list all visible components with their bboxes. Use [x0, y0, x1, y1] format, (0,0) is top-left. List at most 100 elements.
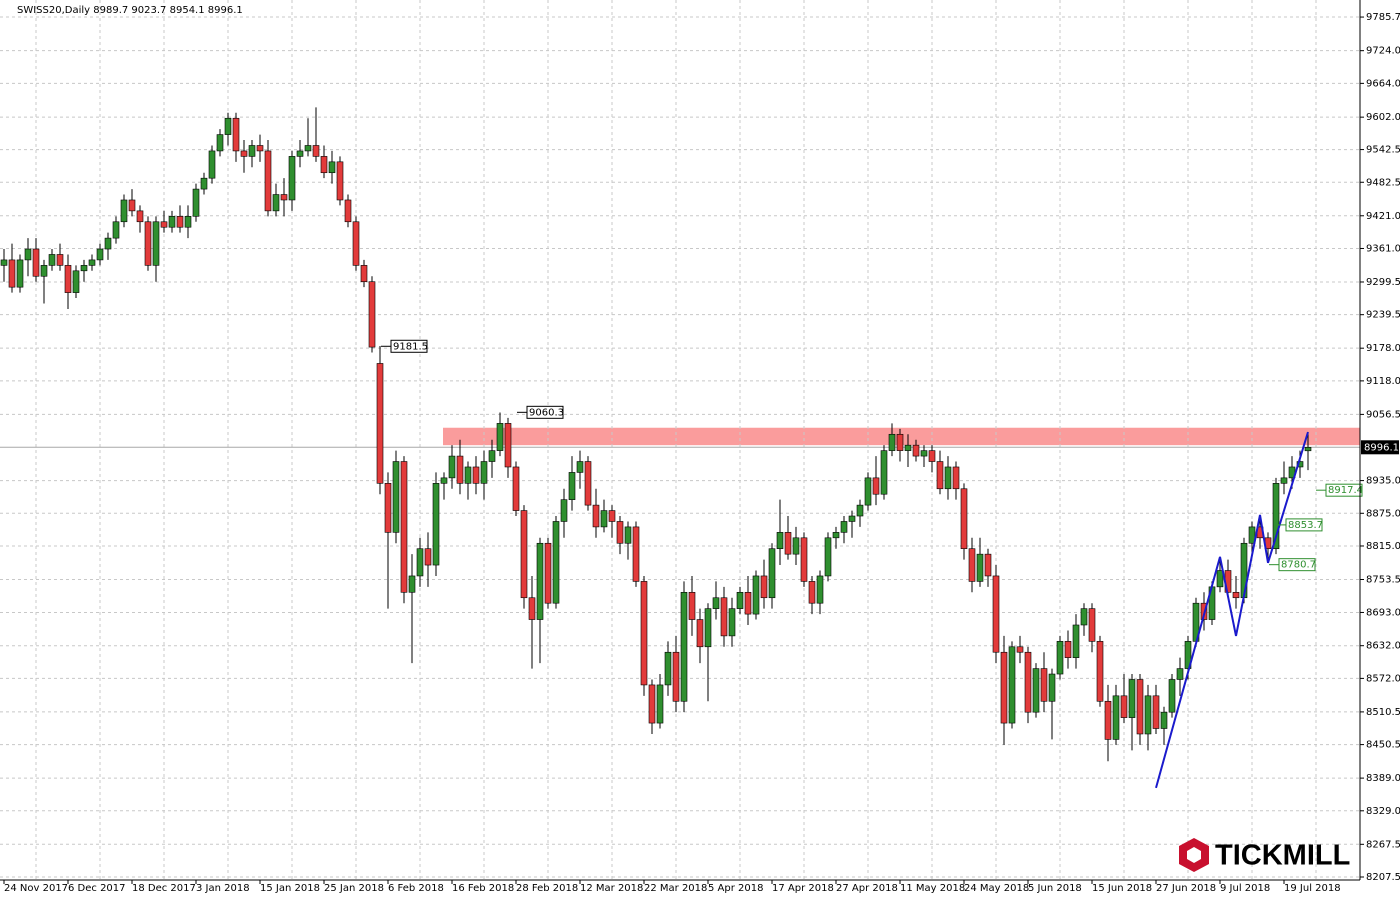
candle-body — [176, 216, 184, 228]
candle-body — [848, 515, 856, 522]
last-price-box — [1361, 440, 1399, 455]
candle-body — [1000, 651, 1008, 724]
candle-body — [912, 444, 920, 457]
candle-body — [696, 619, 704, 648]
price-label-box — [1285, 518, 1323, 532]
x-tick-label: 6 Dec 2017 — [68, 883, 126, 894]
price-label: 9060.3 — [529, 407, 564, 418]
candle-body — [1176, 668, 1184, 680]
candle-body — [352, 221, 360, 266]
candle-body — [488, 450, 496, 462]
brand: TICKMILL — [1215, 840, 1350, 872]
candle-body — [520, 510, 528, 599]
y-tick-label: 9118.0 — [1366, 376, 1400, 387]
candle-body — [672, 651, 680, 702]
y-tick-label: 9421.0 — [1366, 211, 1400, 222]
candle-body — [800, 537, 808, 582]
candle-body — [728, 608, 736, 637]
candle-body — [1032, 668, 1040, 713]
candle-body — [208, 150, 216, 179]
candle-body — [1304, 447, 1312, 452]
candle-body — [368, 281, 376, 348]
x-tick-label: 28 Feb 2018 — [516, 883, 578, 894]
candle-body — [16, 259, 24, 288]
x-tick-label: 3 Jan 2018 — [196, 883, 250, 894]
y-tick-label: 8935.0 — [1366, 476, 1400, 487]
x-tick-label: 25 Jan 2018 — [324, 883, 384, 894]
candle-body — [512, 466, 520, 511]
candle-body — [824, 537, 832, 577]
candle-body — [424, 548, 432, 566]
candle-body — [184, 216, 192, 228]
candle-body — [400, 461, 408, 593]
candle-body — [648, 684, 656, 724]
candle-body — [328, 161, 336, 174]
y-tick-label: 8510.5 — [1366, 707, 1400, 718]
candle-body — [568, 472, 576, 500]
logo-icon-inner — [1187, 847, 1201, 863]
candle-body — [56, 254, 64, 266]
candle-body — [544, 542, 552, 604]
candle-body — [1056, 641, 1064, 675]
candle-body — [552, 521, 560, 604]
x-tick-label: 24 May 2018 — [964, 883, 1029, 894]
price-label: 8917.4 — [1328, 485, 1363, 496]
y-tick-label: 9664.0 — [1366, 78, 1400, 89]
candle-body — [384, 483, 392, 533]
y-tick-label: 8207.5 — [1366, 872, 1400, 883]
candle-body — [304, 145, 312, 152]
candle-body — [1272, 483, 1280, 550]
y-tick-label: 8815.0 — [1366, 541, 1400, 552]
candle-body — [376, 363, 384, 484]
candle-body — [904, 444, 912, 451]
candle-body — [72, 270, 80, 293]
candle-body — [8, 259, 16, 288]
x-tick-label: 27 Jun 2018 — [1156, 883, 1216, 894]
candle-body — [80, 265, 88, 272]
candle-body — [456, 455, 464, 484]
candle-body — [704, 608, 712, 648]
candle-body — [168, 216, 176, 228]
candle-body — [992, 575, 1000, 653]
x-tick-label: 22 Mar 2018 — [644, 883, 707, 894]
x-tick-label: 5 Apr 2018 — [708, 883, 763, 894]
candle-body — [160, 221, 168, 228]
candle-body — [120, 199, 128, 223]
candle-body — [432, 483, 440, 566]
candle-body — [312, 145, 320, 157]
candle-body — [48, 254, 56, 266]
candle-body — [944, 466, 952, 490]
candle-body — [32, 248, 40, 277]
candle-body — [504, 423, 512, 468]
candle-body — [320, 156, 328, 174]
candle-body — [680, 591, 688, 702]
chart-title: SWISS20,Daily 8989.7 9023.7 8954.1 8996.… — [17, 5, 243, 16]
last-price-label: 8996.1 — [1364, 442, 1399, 453]
candle-body — [288, 156, 296, 201]
candle-body — [104, 237, 112, 250]
y-tick-label: 8753.5 — [1366, 574, 1400, 585]
candle-body — [832, 532, 840, 539]
x-tick-label: 11 May 2018 — [900, 883, 965, 894]
x-tick-label: 19 Jul 2018 — [1284, 883, 1341, 894]
candle-body — [264, 150, 272, 212]
candle-body — [776, 532, 784, 550]
candle-body — [584, 461, 592, 506]
x-tick-label: 9 Jul 2018 — [1220, 883, 1270, 894]
candle-body — [864, 477, 872, 506]
candle-body — [200, 177, 208, 190]
candle-body — [152, 221, 160, 266]
candle-body — [808, 581, 816, 604]
candle-body — [576, 461, 584, 473]
x-tick-label: 15 Jun 2018 — [1092, 883, 1152, 894]
candle-body — [440, 477, 448, 484]
candle-body — [920, 450, 928, 457]
y-tick-label: 8632.0 — [1366, 641, 1400, 652]
candle-body — [952, 466, 960, 490]
candle-body — [896, 433, 904, 451]
candle-body — [640, 581, 648, 686]
candle-body — [1168, 679, 1176, 713]
y-tick-label: 8693.0 — [1366, 607, 1400, 618]
y-tick-label: 8572.0 — [1366, 673, 1400, 684]
candle-body — [624, 526, 632, 544]
